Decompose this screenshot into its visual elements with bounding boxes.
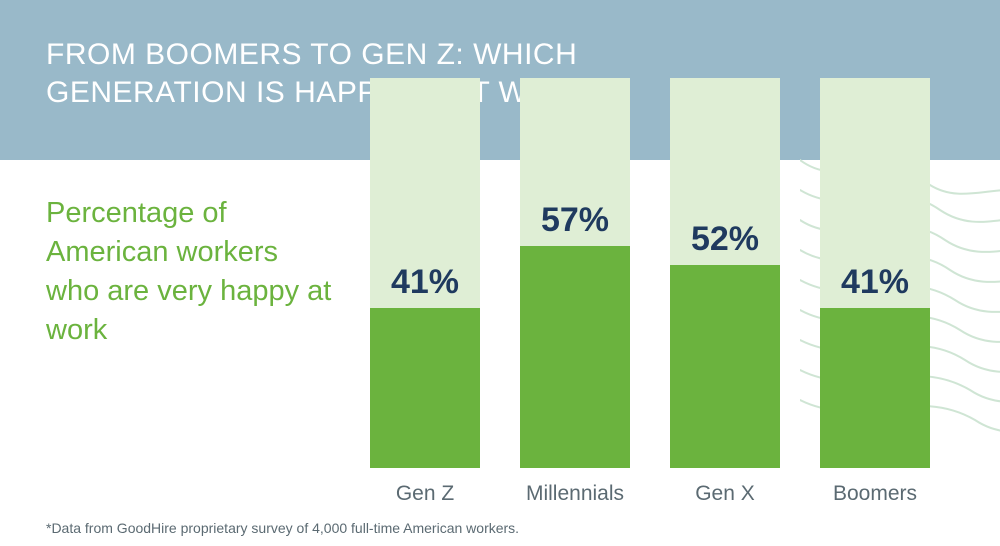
bar-slot: 41% [370, 78, 480, 468]
bar-value: 57% [520, 201, 630, 240]
bar-category-label: Millennials [505, 482, 645, 506]
infographic-canvas: FROM BOOMERS TO GEN Z: WHICH GENERATION … [0, 0, 1000, 546]
bar-category-label: Boomers [805, 482, 945, 506]
title-line-1: FROM BOOMERS TO GEN Z: WHICH [46, 38, 577, 71]
bar-slot: 41% [820, 78, 930, 468]
bar-fill [670, 265, 780, 468]
bar-value: 41% [370, 263, 480, 302]
bar-value: 52% [670, 220, 780, 259]
chart-subtitle: Percentage of American workers who are v… [46, 194, 336, 351]
bar-slot: 57% [520, 78, 630, 468]
bar-fill [820, 308, 930, 468]
bar-category-label: Gen X [655, 482, 795, 506]
bar-category-label: Gen Z [355, 482, 495, 506]
bar-slot: 52% [670, 78, 780, 468]
bar-fill [370, 308, 480, 468]
footnote: *Data from GoodHire proprietary survey o… [46, 520, 519, 536]
bar-value: 41% [820, 263, 930, 302]
bar-fill [520, 246, 630, 468]
bar-chart: 41%Gen Z57%Millennials52%Gen X41%Boomers [370, 78, 970, 468]
